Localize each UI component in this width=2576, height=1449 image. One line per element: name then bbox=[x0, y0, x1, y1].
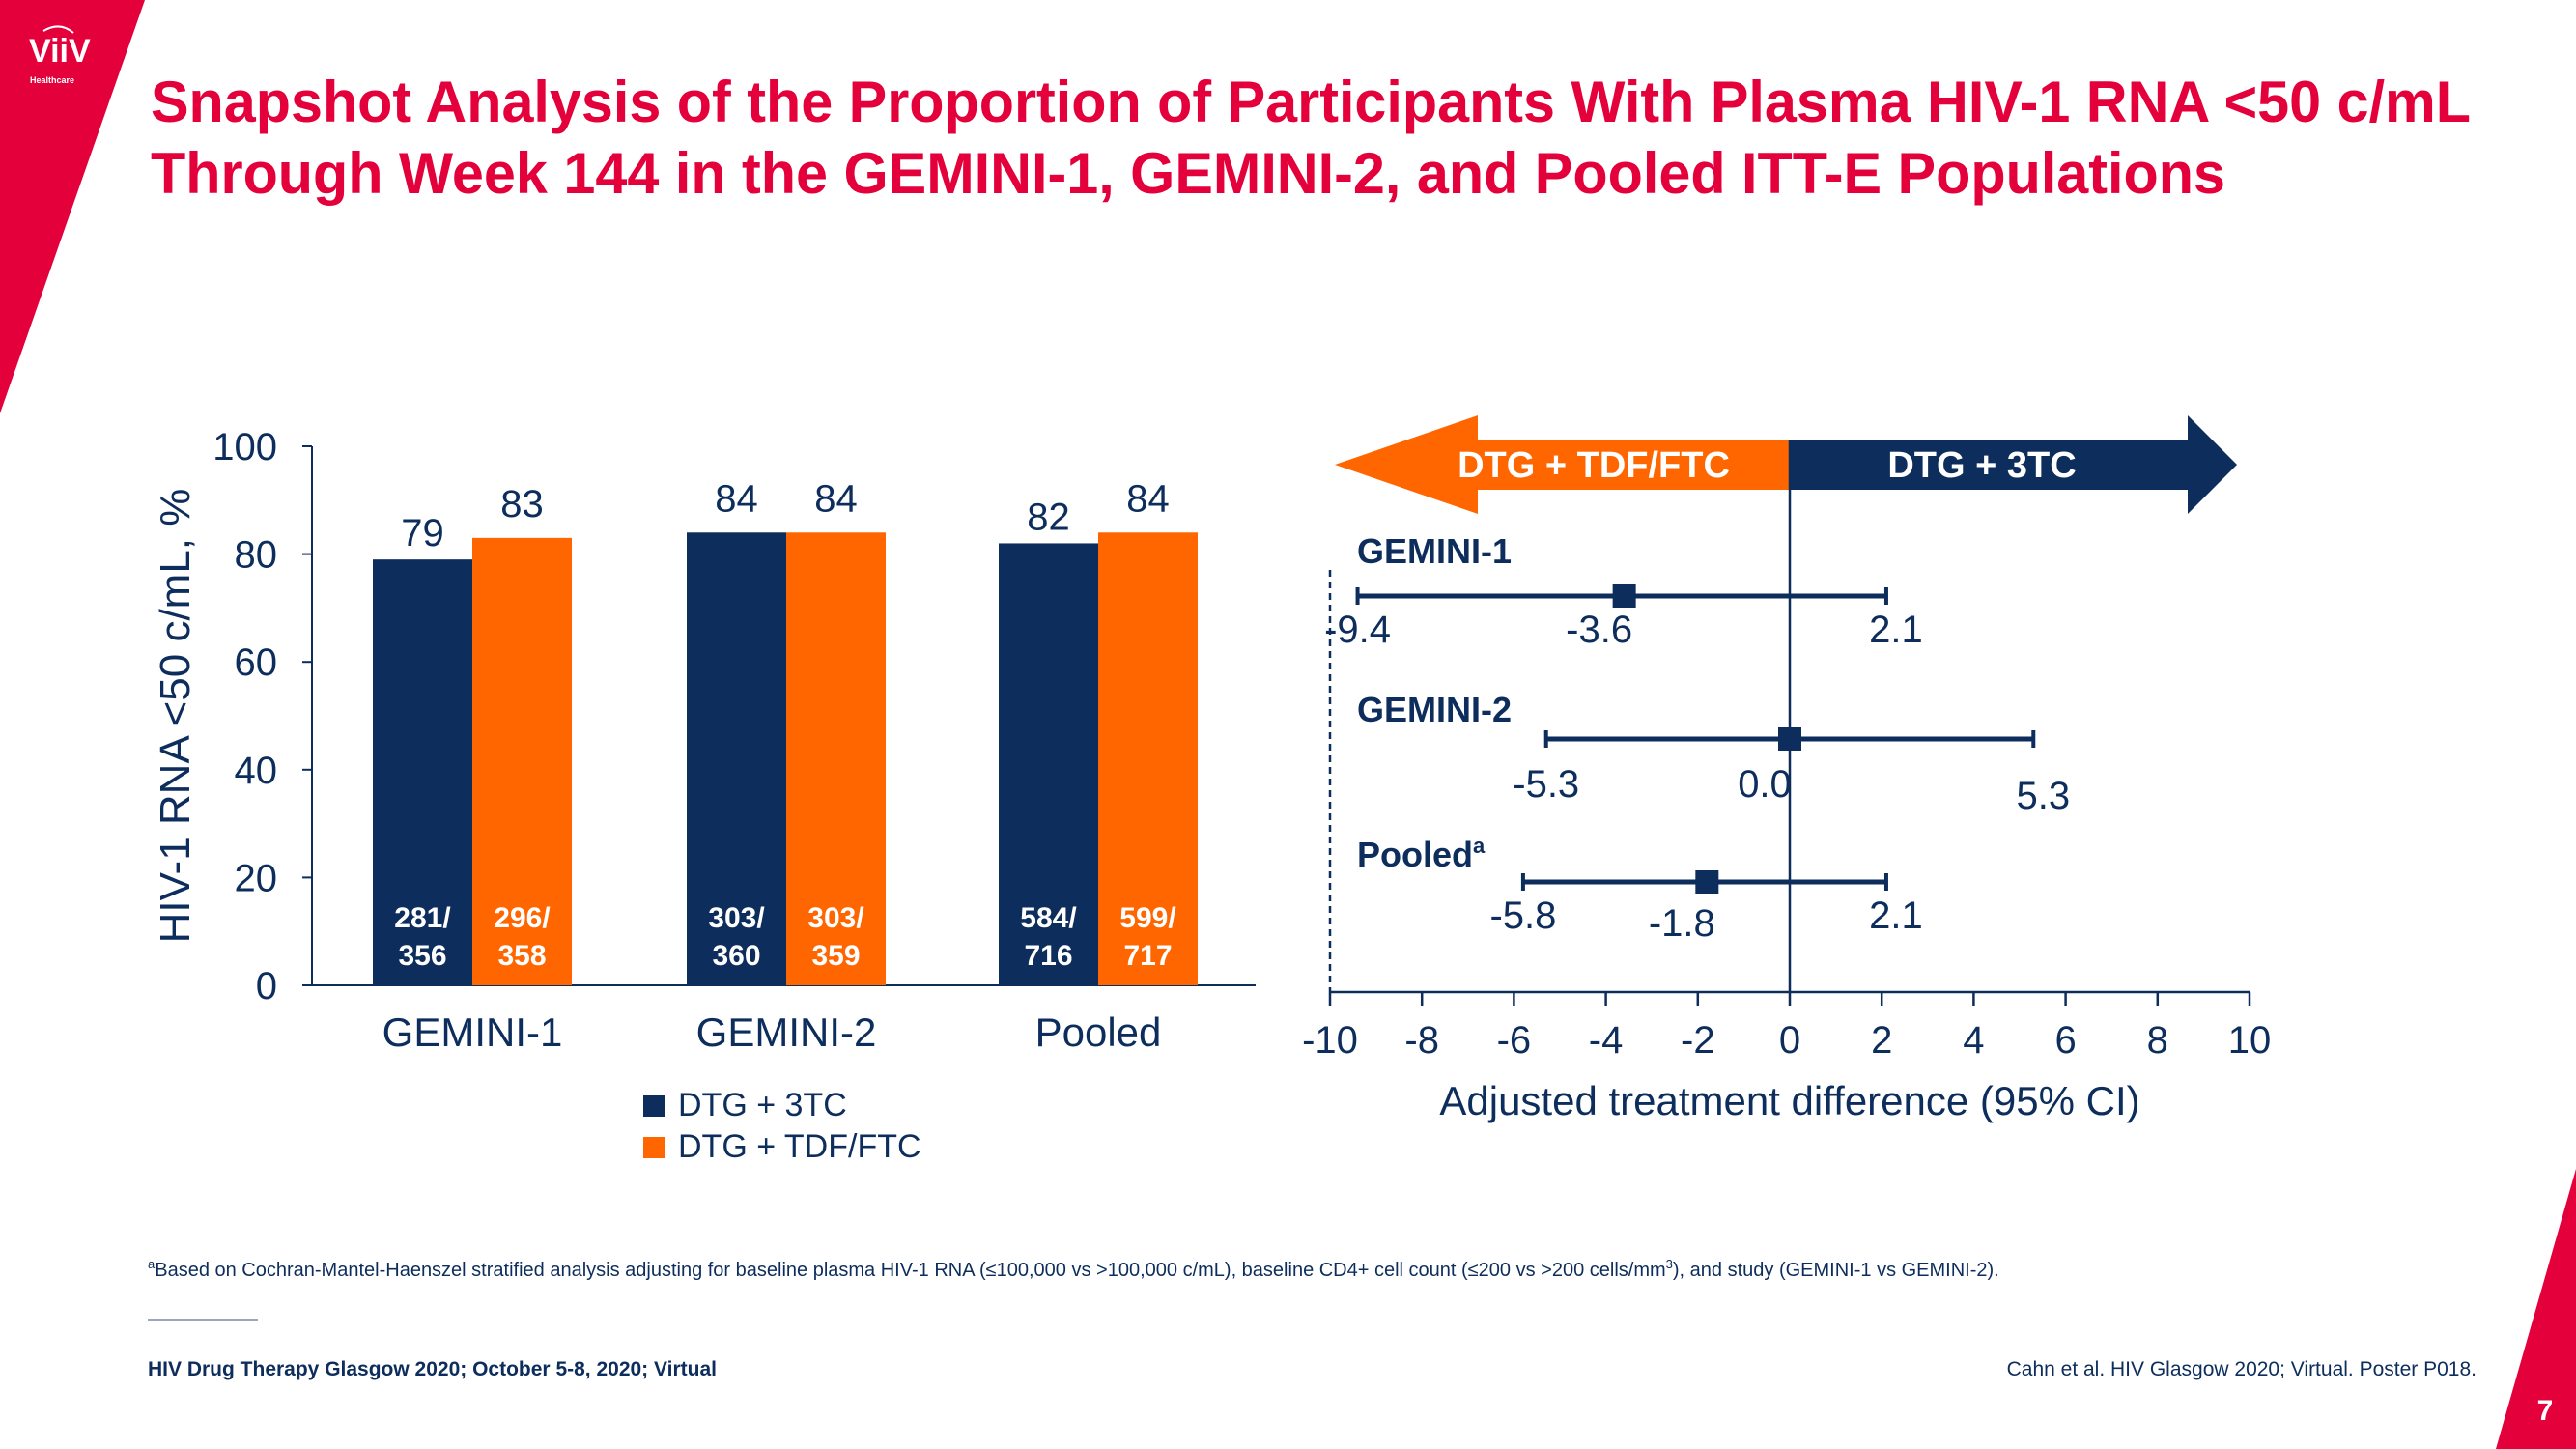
bar-value-label: 84 bbox=[1126, 477, 1170, 520]
bar-value-label: 79 bbox=[401, 512, 444, 554]
page-number: 7 bbox=[2537, 1395, 2554, 1427]
corner-shape-bottom-right bbox=[2496, 1169, 2576, 1449]
estimate-label: -3.6 bbox=[1566, 609, 1632, 651]
x-tick-label: -8 bbox=[1404, 1019, 1439, 1062]
category-label: GEMINI-1 bbox=[382, 1009, 563, 1055]
x-tick-label: -4 bbox=[1589, 1019, 1624, 1062]
footer-conference: HIV Drug Therapy Glasgow 2020; October 5… bbox=[148, 1358, 717, 1380]
bar-value-label: 84 bbox=[715, 477, 758, 520]
corner-shape-top-left bbox=[0, 0, 145, 413]
point-estimate bbox=[1778, 727, 1801, 751]
bar-count-label: 356 bbox=[398, 940, 446, 972]
ci-upper-label: 2.1 bbox=[1869, 609, 1923, 651]
y-tick-label: 80 bbox=[235, 534, 278, 577]
y-tick-label: 60 bbox=[235, 641, 278, 684]
footer-citation: Cahn et al. HIV Glasgow 2020; Virtual. P… bbox=[2007, 1358, 2477, 1380]
bar bbox=[786, 532, 886, 985]
row-label: GEMINI-2 bbox=[1357, 690, 1512, 729]
x-tick-label: 10 bbox=[2228, 1019, 2272, 1062]
row-label: Pooleda bbox=[1357, 834, 1486, 874]
viiv-logo: ViiV Healthcare bbox=[29, 25, 91, 85]
point-estimate bbox=[1612, 584, 1636, 608]
bar-count-label: 296/ bbox=[494, 902, 551, 934]
bar bbox=[999, 543, 1098, 985]
y-tick-label: 40 bbox=[235, 750, 278, 792]
ci-lower-label: -9.4 bbox=[1324, 609, 1391, 651]
category-label: GEMINI-2 bbox=[696, 1009, 877, 1055]
svg-text:ViiV: ViiV bbox=[29, 33, 91, 70]
y-tick-label: 0 bbox=[256, 965, 277, 1008]
legend-label: DTG + TDF/FTC bbox=[678, 1128, 921, 1165]
bar-count-label: 358 bbox=[497, 940, 546, 972]
favors-right-label: DTG + 3TC bbox=[1887, 445, 2076, 486]
bar-count-label: 717 bbox=[1123, 940, 1172, 972]
x-tick-label: 2 bbox=[1871, 1019, 1892, 1062]
bar-count-label: 716 bbox=[1024, 940, 1072, 972]
x-tick-label: 0 bbox=[1779, 1019, 1800, 1062]
point-estimate bbox=[1695, 870, 1719, 894]
bar-value-label: 83 bbox=[500, 483, 544, 526]
ci-lower-label: -5.8 bbox=[1489, 895, 1556, 937]
estimate-label: -1.8 bbox=[1649, 902, 1715, 945]
legend-label: DTG + 3TC bbox=[678, 1087, 847, 1123]
y-tick-label: 20 bbox=[235, 857, 278, 899]
bar-count-label: 360 bbox=[712, 940, 760, 972]
bar-count-label: 303/ bbox=[708, 902, 765, 934]
ci-upper-label: 5.3 bbox=[2016, 775, 2070, 817]
x-tick-label: 6 bbox=[2054, 1019, 2076, 1062]
favors-left-label: DTG + TDF/FTC bbox=[1458, 445, 1730, 486]
bar-count-label: 281/ bbox=[394, 902, 451, 934]
y-axis-label: HIV-1 RNA <50 c/mL, % bbox=[152, 489, 199, 944]
favors-left-arrow bbox=[1335, 415, 1790, 514]
bar bbox=[1098, 532, 1198, 985]
x-tick-label: 8 bbox=[2147, 1019, 2168, 1062]
bar bbox=[687, 532, 786, 985]
estimate-label: 0.0 bbox=[1738, 763, 1792, 806]
legend-swatch bbox=[643, 1137, 665, 1158]
svg-text:Healthcare: Healthcare bbox=[30, 75, 74, 85]
title-line-2: Through Week 144 in the GEMINI-1, GEMINI… bbox=[151, 141, 2225, 206]
x-tick-label: -2 bbox=[1681, 1019, 1715, 1062]
category-label: Pooled bbox=[1035, 1009, 1162, 1055]
y-tick-label: 100 bbox=[212, 426, 277, 469]
bar bbox=[472, 537, 572, 985]
title-line-1: Snapshot Analysis of the Proportion of P… bbox=[151, 70, 2471, 134]
x-tick-label: 4 bbox=[1963, 1019, 1984, 1062]
bar-value-label: 82 bbox=[1027, 496, 1070, 538]
bar-count-label: 359 bbox=[811, 940, 860, 972]
x-tick-label: -10 bbox=[1302, 1019, 1358, 1062]
forest-plot: Adjusted treatment difference (95% CI) D… bbox=[1302, 415, 2271, 1123]
ci-lower-label: -5.3 bbox=[1513, 763, 1579, 806]
bar-count-label: 599/ bbox=[1119, 902, 1176, 934]
bar-count-label: 303/ bbox=[807, 902, 864, 934]
x-tick-label: -6 bbox=[1497, 1019, 1532, 1062]
bar-value-label: 84 bbox=[814, 477, 858, 520]
favors-right-arrow bbox=[1790, 415, 2237, 514]
footnote: aBased on Cochran-Mantel-Haenszel strati… bbox=[148, 1257, 1999, 1281]
legend-swatch bbox=[643, 1095, 665, 1117]
bar bbox=[373, 559, 472, 985]
bar-chart: HIV-1 RNA <50 c/mL, % 0 20 40 60 80 100 79 281/… bbox=[152, 426, 1256, 1165]
bar-count-label: 584/ bbox=[1020, 902, 1077, 934]
ci-upper-label: 2.1 bbox=[1869, 895, 1923, 937]
row-label: GEMINI-1 bbox=[1357, 531, 1512, 571]
x-axis-label: Adjusted treatment difference (95% CI) bbox=[1439, 1078, 2139, 1123]
